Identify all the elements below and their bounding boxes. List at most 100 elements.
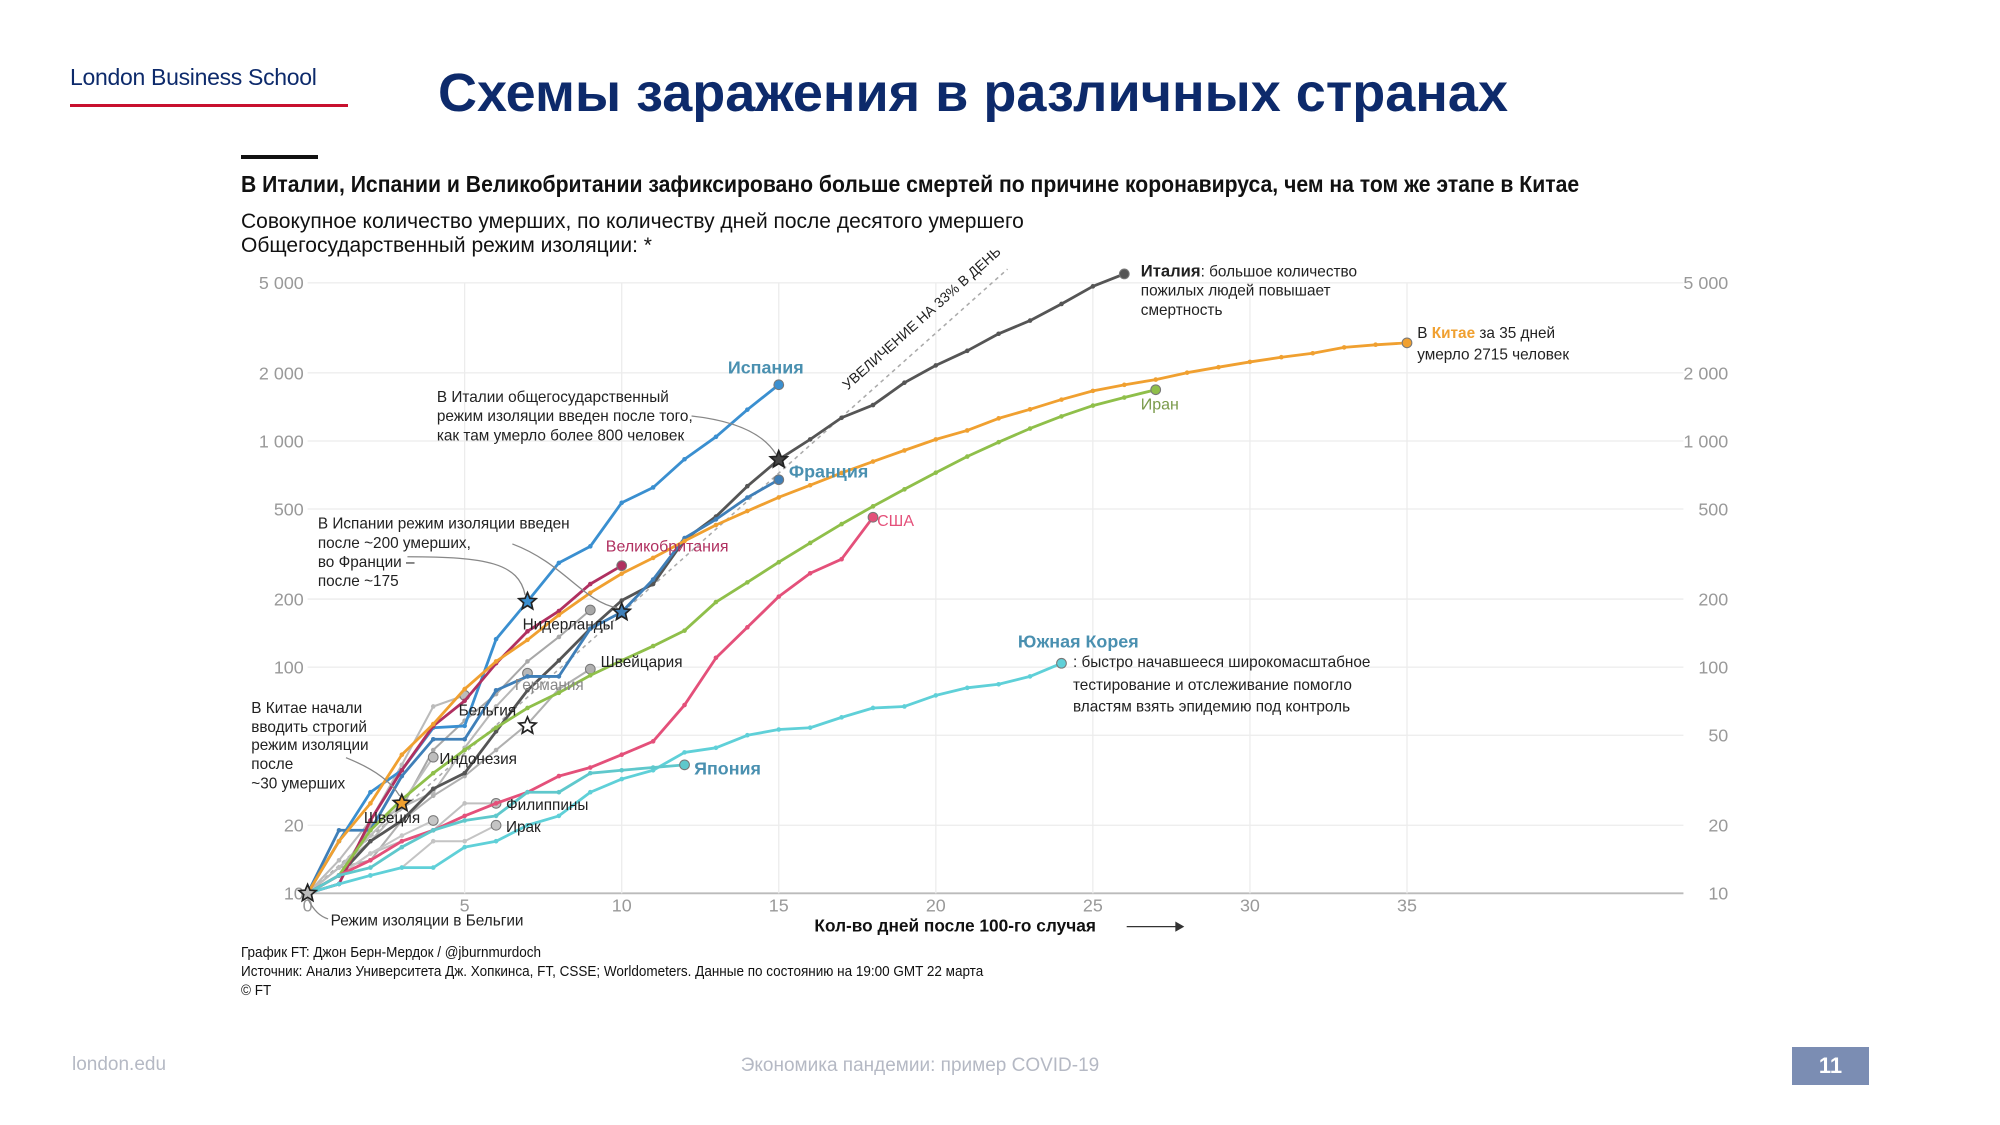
data-point [870,504,876,509]
data-point [902,704,907,709]
page-title: Схемы заражения в различных странах [438,63,1508,123]
data-point [462,770,467,776]
data-point [556,686,562,692]
belgium-lockdown: Режим изоляции в Бельгии [331,912,524,929]
data-point [368,801,373,806]
data-point [933,363,939,368]
china-annotation: В Китае за 35 дней [1417,325,1555,342]
data-point [368,873,373,878]
data-point [368,838,373,844]
data-point [933,693,939,698]
data-point [682,628,687,633]
data-point [839,556,844,562]
x-tick-label: 25 [1083,895,1103,915]
data-point [1027,674,1033,679]
data-point [1090,388,1096,394]
lockdown-star-icon [611,601,633,622]
series-end-point [1056,657,1067,669]
logo-underline [70,104,348,107]
label-belgium: Бельгия [459,702,517,719]
series-end-point [773,474,785,486]
data-point [462,813,467,819]
data-point [1090,284,1096,289]
data-point [493,801,499,806]
data-point [368,789,373,795]
label-france: Франция [789,461,868,481]
series-line [307,662,1062,895]
data-point [336,881,342,887]
data-point [650,739,656,744]
data-point [368,865,373,870]
y-tick-label-left: 200 [274,589,304,609]
data-point [964,685,970,691]
data-point [493,838,499,844]
y-tick-label-left: 10 [284,884,304,904]
data-point [933,437,939,442]
data-point [839,521,844,527]
china-lockdown-2: вводить строгий [251,719,367,736]
data-point [964,454,970,459]
china-lockdown-5: ~30 умерших [251,775,345,792]
data-point [682,456,687,462]
data-point [776,594,782,599]
data-point [1027,426,1033,431]
data-point [839,470,844,476]
data-point [933,470,939,475]
label-usa: США [877,513,914,530]
data-point [776,495,782,500]
data-point [713,522,719,528]
data-point [713,599,719,605]
data-point [650,555,656,561]
data-point [745,508,750,514]
data-point [619,571,625,576]
data-point [399,865,405,870]
data-point [336,873,342,878]
china-lockdown-4: после [251,756,293,773]
italy-annotation: Италия: большое количество [1141,261,1357,280]
y-tick-label-right: 50 [1708,726,1728,746]
data-point [713,434,719,440]
data-point [368,851,373,856]
data-point [493,725,499,730]
y-tick-label-right: 10 [1708,884,1728,904]
data-point [650,581,656,587]
data-point [902,380,907,386]
data-point [682,702,687,708]
data-point [399,818,405,823]
data-point [902,487,907,492]
data-point [525,637,530,643]
series-end-point [490,819,502,831]
page-number: 11 [1792,1047,1869,1085]
china-annotation-2: умерло 2715 человек [1417,347,1569,364]
data-point [399,752,405,758]
data-point [556,674,562,679]
y-tick-label-right: 5 000 [1683,273,1728,293]
data-point [1059,414,1064,419]
data-point [493,704,499,709]
lockdown-star-icon [768,448,790,469]
data-point [336,838,342,844]
y-tick-label-right: 1 000 [1683,431,1728,451]
footer-site[interactable]: london.edu [72,1054,167,1075]
chart-subtitle-1: Совокупное количество умерших, по количе… [241,210,1024,233]
data-point [1153,377,1159,382]
data-point [399,773,405,779]
data-point [682,538,687,544]
data-point [399,844,405,850]
data-point [587,581,593,587]
data-point [964,428,970,433]
data-point [399,838,405,844]
data-point [619,598,625,603]
series-end-point [427,751,439,763]
reference-line-label: УВЕЛИЧЕНИЕ НА 33% В ДЕНЬ [839,243,1004,392]
data-point [902,448,907,453]
data-point [525,674,530,679]
data-point [462,801,467,806]
y-tick-label-right: 200 [1698,589,1728,609]
data-point [1059,301,1064,307]
data-point [1373,342,1378,348]
data-point [462,686,467,692]
data-point [368,818,373,823]
italy-lockdown-1: В Италии общегосударственный [437,389,669,406]
data-point [650,765,656,770]
